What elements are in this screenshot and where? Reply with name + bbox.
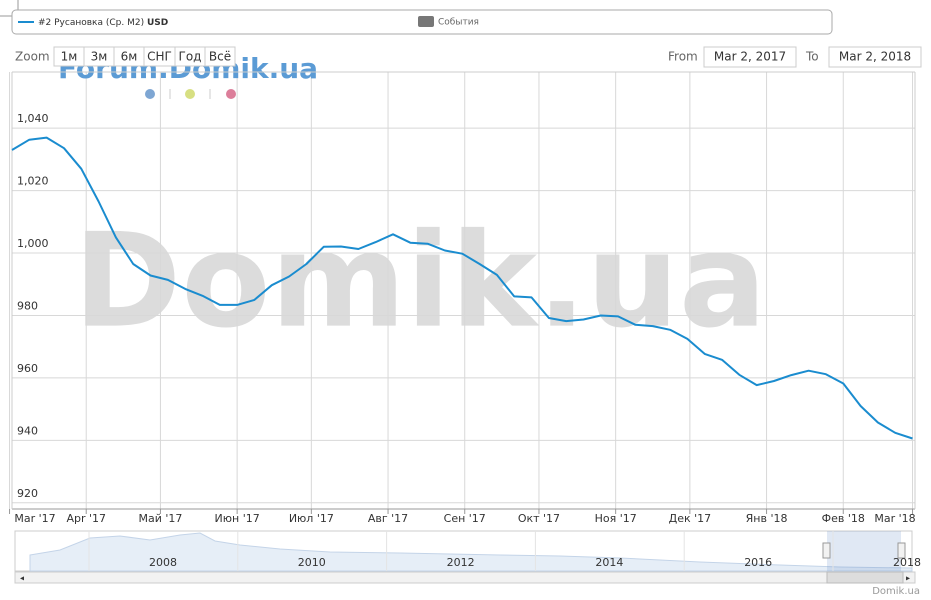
zoom-button[interactable] — [204, 46, 236, 67]
x-tick-label: Авг '17 — [368, 512, 408, 525]
scrollbar[interactable] — [14, 571, 916, 584]
from-label: From — [668, 50, 698, 64]
zoom-button-label: СНГ — [147, 50, 172, 64]
credits[interactable]: Domik.ua — [872, 586, 920, 597]
zoom-button-label: Год — [179, 50, 202, 64]
y-tick-label: 920 — [17, 487, 38, 500]
y-tick-label: 960 — [17, 362, 38, 375]
zoom-buttons: 1м 3м 6м СНГ Год Всё — [53, 46, 236, 67]
x-tick-label: Фев '18 — [822, 512, 865, 525]
dot — [185, 89, 195, 99]
y-tick-label: 940 — [17, 424, 38, 437]
navigator-labels: 2008 2010 2012 2014 2016 2018 — [88, 531, 921, 571]
y-tick-label: 1,040 — [17, 112, 49, 125]
navigator-area — [29, 532, 913, 572]
legend-item[interactable]: #2 Русановка (Ср. М2) USD — [38, 18, 168, 28]
navigator-label: 2010 — [298, 556, 326, 569]
navigator-mask — [827, 531, 901, 571]
from-input[interactable] — [703, 46, 797, 68]
y-tick-label: 980 — [17, 299, 38, 312]
grid — [9, 72, 915, 509]
navigator-label: 2016 — [744, 556, 772, 569]
dot — [226, 89, 236, 99]
dot — [145, 89, 155, 99]
from-value: Mar 2, 2017 — [714, 50, 786, 64]
x-tick-label: Сен '17 — [444, 512, 486, 525]
x-tick-label: Окт '17 — [518, 512, 560, 525]
x-tick-label: Июн '17 — [215, 512, 260, 525]
x-tick-label: Дек '17 — [669, 512, 712, 525]
scrollbar-thumb[interactable] — [826, 571, 904, 584]
zoom-button-label: Всё — [209, 50, 231, 64]
y-tick-label: 1,020 — [17, 175, 49, 188]
series-line — [11, 136, 913, 440]
x-tick-label: Янв '18 — [746, 512, 788, 525]
y-tick-label: 1,000 — [17, 237, 49, 250]
navigator-handle[interactable] — [897, 542, 906, 559]
navigator-label: 2018 — [893, 556, 921, 569]
scroll-left[interactable]: ◂ — [20, 574, 24, 583]
x-tick-label: Июл '17 — [289, 512, 334, 525]
navigator-label: 2008 — [149, 556, 177, 569]
legend-name: #2 Русановка (Ср. М2) — [38, 18, 144, 28]
navigator-label: 2012 — [447, 556, 475, 569]
legend-unit: USD — [147, 18, 168, 28]
zoom-button-label: 1м — [61, 50, 78, 64]
to-label: To — [805, 50, 819, 64]
navigator-handle[interactable] — [822, 542, 831, 559]
zoom-label: Zoom — [15, 50, 50, 64]
events-symbol — [418, 16, 434, 27]
x-tick-label: Май '17 — [138, 512, 182, 525]
events-legend[interactable]: События — [438, 18, 479, 28]
x-tick-label: Apr '17 — [66, 512, 106, 525]
to-input[interactable] — [828, 46, 922, 68]
to-value: Mar 2, 2018 — [839, 50, 911, 64]
x-tick-label: Mar '17 — [14, 512, 55, 525]
x-tick-label: Mar '18 — [874, 512, 915, 525]
x-tick-label: Ноя '17 — [595, 512, 637, 525]
zoom-button-label: 6м — [121, 50, 138, 64]
navigator-label: 2014 — [595, 556, 623, 569]
scroll-right[interactable]: ▸ — [906, 574, 910, 583]
zoom-button-label: 3м — [91, 50, 108, 64]
watermark: Domik.ua — [73, 205, 766, 357]
